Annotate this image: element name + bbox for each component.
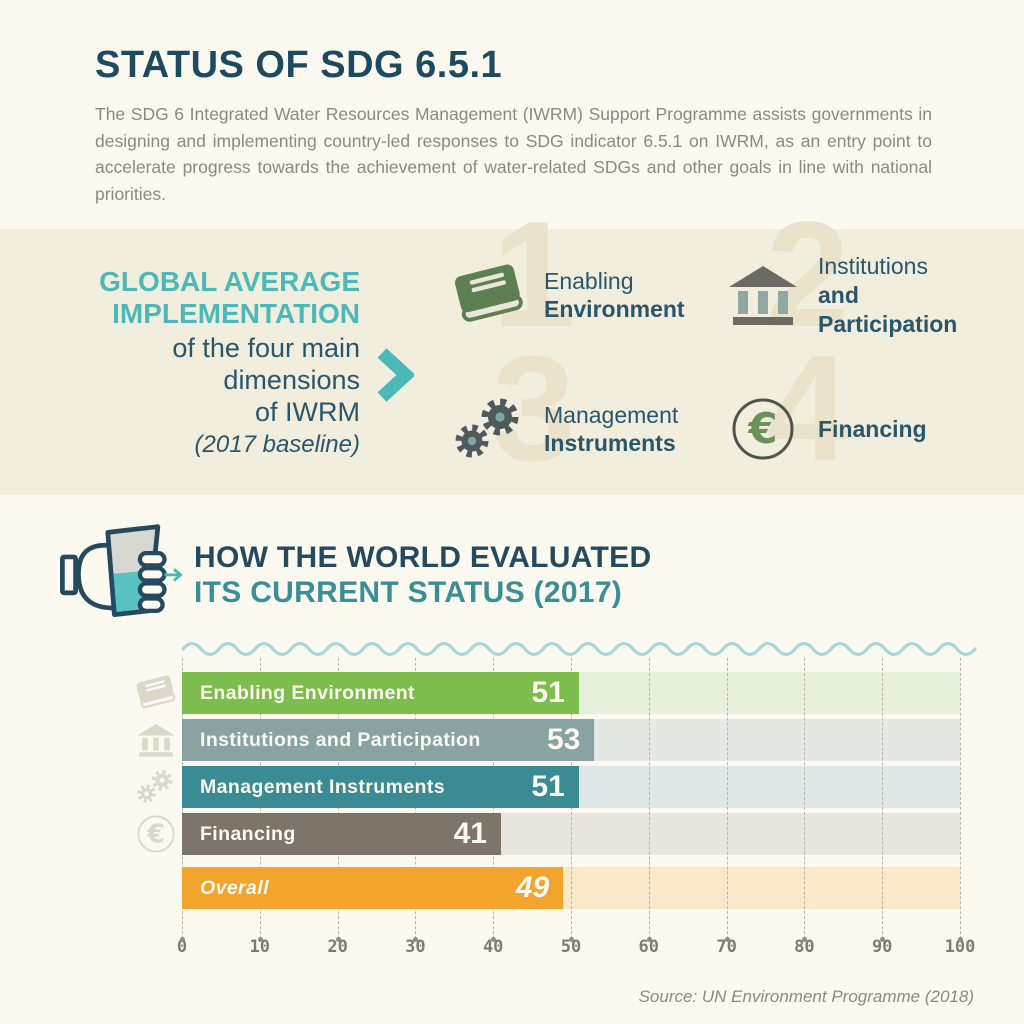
chart-header: HOW THE WORLD EVALUATED ITS CURRENT STAT… <box>58 521 1024 630</box>
bar-row-financing: Financing 41 <box>182 813 960 856</box>
bar-value: 51 <box>531 676 565 710</box>
watermark-number: 4 <box>766 324 850 493</box>
bar-label: Enabling Environment <box>200 681 415 704</box>
bar-chart: € Enabling Environment 51 Institutions an… <box>130 658 975 961</box>
euro-icon: € <box>724 396 802 462</box>
axis-tick-label: 30 <box>405 937 426 958</box>
dimension-label-line1: Institutions <box>818 253 928 280</box>
glass-of-water-icon <box>58 521 184 630</box>
gridline <box>958 658 963 943</box>
bank-icon <box>724 264 802 326</box>
bar-row-enabling-environment: Enabling Environment 51 <box>182 672 960 715</box>
book-icon <box>130 672 182 714</box>
dimension-label-line2: and Participation <box>818 282 958 337</box>
source-credit: Source: UN Environment Programme (2018) <box>638 987 974 1007</box>
axis-tick-label: 10 <box>249 937 271 958</box>
gears-icon <box>130 766 182 808</box>
baseline-note: (2017 baseline) <box>194 430 360 458</box>
chart-title-line1: HOW THE WORLD EVALUATED <box>194 541 652 575</box>
header-section: STATUS OF SDG 6.5.1 The SDG 6 Integrated… <box>0 0 1024 207</box>
page-title: STATUS OF SDG 6.5.1 <box>95 44 503 86</box>
bar-label: Overall <box>200 876 269 899</box>
chart-title-line2: ITS CURRENT STATUS (2017) <box>194 575 623 609</box>
dimension-label-line2: Financing <box>818 416 927 442</box>
bar-row-management-instruments: Management Instruments 51 <box>182 766 960 809</box>
global-average-band: GLOBAL AVERAGE IMPLEMENTATION of the fou… <box>0 199 1024 496</box>
axis-tick-label: 80 <box>794 937 815 958</box>
axis-tick-label: 0 <box>176 937 188 958</box>
chart-row-icons: € <box>130 672 182 961</box>
band-heading-line2: IMPLEMENTATION <box>112 297 360 329</box>
bar-value: 51 <box>531 770 565 804</box>
dimension-label-line2: Environment <box>544 296 685 323</box>
bar-value: 41 <box>453 817 487 851</box>
dimension-enabling-environment: 1 Enabling Environment <box>450 199 710 349</box>
chart-rows: Enabling Environment 51 Institutions and … <box>182 672 960 910</box>
chart-plot-area: Enabling Environment 51 Institutions and … <box>177 658 975 961</box>
bar-row-institutions-participation: Institutions and Participation 53 <box>182 719 960 762</box>
dimension-institutions-participation: 2 Institutions and Participation <box>724 199 984 349</box>
bar-value: 53 <box>546 723 581 757</box>
band-sub-line2: dimensions <box>223 364 360 395</box>
chevron-right-icon <box>374 347 416 408</box>
bar-label: Management Instruments <box>200 775 446 798</box>
dimension-financing: 4 € Financing <box>724 333 984 483</box>
dimension-label-line1: Management <box>544 401 679 428</box>
bar-value: 49 <box>515 871 550 905</box>
axis-tick-label: 90 <box>871 937 893 958</box>
wave-divider <box>181 638 1024 658</box>
x-axis: 0 10 20 30 40 50 60 70 80 90 100 <box>177 937 975 961</box>
axis-tick-label: 40 <box>482 937 504 958</box>
axis-tick-label: 70 <box>716 937 737 958</box>
band-sub-line1: of the four main <box>172 332 360 363</box>
dimension-management-instruments: 3 Management Instruments <box>450 333 710 483</box>
bank-icon <box>130 719 182 761</box>
svg-text:€: € <box>747 404 777 453</box>
gears-icon <box>450 393 528 465</box>
axis-tick-label: 100 <box>944 937 976 958</box>
dimension-label-line1: Enabling <box>544 267 634 294</box>
axis-tick-label: 50 <box>560 937 582 958</box>
book-icon <box>450 259 528 331</box>
axis-tick-label: 20 <box>327 937 348 958</box>
page-description: The SDG 6 Integrated Water Resources Man… <box>95 104 932 204</box>
bar-label: Financing <box>200 822 296 845</box>
bar-row-overall: Overall 49 <box>182 867 960 910</box>
band-heading-block: GLOBAL AVERAGE IMPLEMENTATION of the fou… <box>60 266 360 458</box>
euro-icon: € <box>130 813 182 855</box>
dimension-label-line2: Instruments <box>544 430 676 457</box>
dimensions-grid: 1 Enabling Environment 2 <box>424 199 984 483</box>
axis-tick-label: 60 <box>638 937 660 958</box>
band-sub-line3: of IWRM <box>255 396 360 427</box>
band-heading-line1: GLOBAL AVERAGE <box>99 266 360 298</box>
svg-text:€: € <box>146 820 165 850</box>
bar-label: Institutions and Participation <box>200 728 481 751</box>
